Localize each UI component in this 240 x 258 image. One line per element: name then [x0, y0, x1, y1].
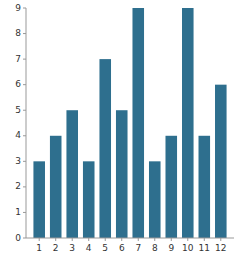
- y-tick: [23, 8, 26, 9]
- y-tick: [23, 84, 26, 85]
- y-tick-label: 3: [15, 156, 21, 166]
- y-tick-label: 7: [15, 54, 21, 64]
- bar: [83, 161, 95, 238]
- bar: [132, 8, 144, 238]
- x-tick-label: 1: [36, 243, 42, 253]
- y-tick-label: 8: [15, 28, 21, 38]
- axes: 0123456789123456789101112: [15, 3, 234, 254]
- x-tick-label: 12: [215, 243, 226, 253]
- y-tick: [23, 212, 26, 213]
- y-tick-label: 2: [15, 181, 21, 191]
- y-tick: [23, 110, 26, 111]
- x-tick-label: 5: [102, 243, 108, 253]
- bar: [33, 161, 45, 238]
- x-tick: [39, 238, 40, 241]
- x-tick: [88, 238, 89, 241]
- x-tick-label: 8: [152, 243, 158, 253]
- y-tick-label: 9: [15, 3, 21, 13]
- chart-container: 0123456789123456789101112: [0, 0, 240, 258]
- bar: [50, 136, 62, 238]
- bar: [182, 8, 194, 238]
- x-tick-label: 9: [168, 243, 174, 253]
- x-tick: [55, 238, 56, 241]
- x-tick: [204, 238, 205, 241]
- x-tick-label: 10: [182, 243, 194, 253]
- y-tick: [23, 238, 26, 239]
- y-tick: [23, 59, 26, 60]
- x-tick: [220, 238, 221, 241]
- x-tick-label: 11: [199, 243, 210, 253]
- x-tick: [105, 238, 106, 241]
- x-tick: [138, 238, 139, 241]
- y-tick: [23, 186, 26, 187]
- x-tick: [121, 238, 122, 241]
- y-axis-line: [26, 8, 27, 238]
- x-tick-label: 6: [119, 243, 125, 253]
- bar: [165, 136, 177, 238]
- x-tick-label: 4: [86, 243, 92, 253]
- bar: [149, 161, 161, 238]
- y-tick-label: 6: [15, 79, 21, 89]
- x-tick-label: 7: [135, 243, 141, 253]
- x-tick: [154, 238, 155, 241]
- bar: [66, 110, 78, 238]
- bar: [215, 85, 227, 238]
- x-tick: [72, 238, 73, 241]
- y-tick-label: 1: [15, 207, 21, 217]
- y-tick: [23, 135, 26, 136]
- x-axis-line: [26, 238, 234, 239]
- x-tick-label: 2: [53, 243, 59, 253]
- bar: [199, 136, 211, 238]
- bar: [116, 110, 128, 238]
- x-tick-label: 3: [69, 243, 75, 253]
- y-tick: [23, 161, 26, 162]
- y-tick-label: 5: [15, 105, 21, 115]
- bars: [33, 8, 226, 238]
- x-tick: [171, 238, 172, 241]
- x-tick: [187, 238, 188, 241]
- y-tick: [23, 33, 26, 34]
- chart-svg: 0123456789123456789101112: [0, 0, 240, 258]
- y-tick-label: 0: [15, 233, 21, 243]
- bar: [99, 59, 111, 238]
- y-tick-label: 4: [15, 130, 21, 140]
